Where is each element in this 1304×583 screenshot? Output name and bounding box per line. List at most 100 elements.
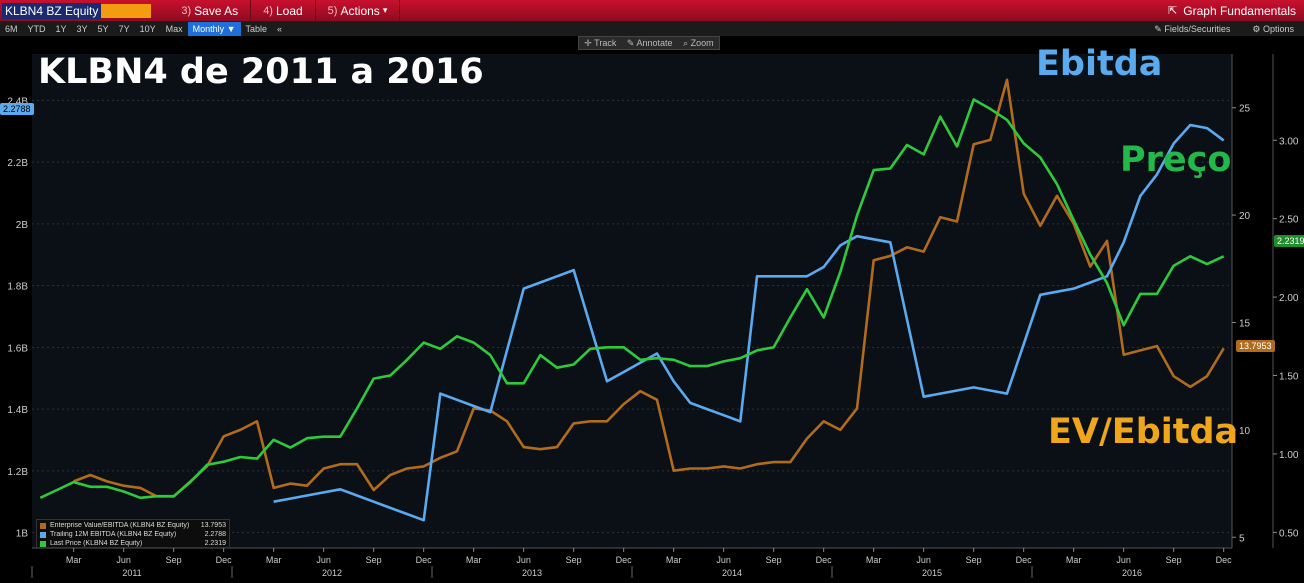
year-label: 2012 bbox=[322, 568, 342, 578]
right-axis-2-tick-label: 2.00 bbox=[1279, 293, 1299, 304]
right-axis-1-tick-label: 5 bbox=[1239, 533, 1245, 544]
legend-swatch bbox=[40, 522, 46, 529]
x-tick-label: Dec bbox=[416, 555, 433, 565]
x-tick-label: Jun bbox=[716, 555, 731, 565]
x-tick-label: Sep bbox=[166, 555, 182, 565]
x-tick-label: Mar bbox=[66, 555, 82, 565]
chart-tool-bar: ✛ Track ✎ Annotate ⌕ Zoom bbox=[578, 36, 720, 50]
price-annotation: Preço bbox=[1120, 140, 1232, 180]
line-chart: 1B 1.2B 1.4B 1.6B 1.8B 2B 2.2B 2.4B 5 10 15 20 25 0.5… bbox=[0, 36, 1304, 583]
left-tick-label: 1.2B bbox=[7, 467, 28, 478]
save-as-number: 3) bbox=[181, 4, 192, 17]
gear-icon: ⚙ bbox=[1252, 23, 1261, 34]
series-line bbox=[73, 78, 1225, 498]
left-tick-label: 1.8B bbox=[7, 282, 28, 293]
x-tick-label: Mar bbox=[1066, 555, 1082, 565]
x-tick-label: Sep bbox=[966, 555, 982, 565]
annotate-label: Annotate bbox=[636, 37, 673, 48]
price-last-badge: 2.2319 bbox=[1274, 235, 1304, 247]
legend-value: 13.7953 bbox=[200, 522, 226, 529]
range-item[interactable]: 10Y bbox=[139, 24, 156, 34]
range-item[interactable]: 5Y bbox=[97, 24, 109, 34]
legend-entry: Enterprise Value/EBITDA (KLBN4 BZ Equity… bbox=[40, 521, 226, 530]
range-item[interactable]: Max bbox=[165, 24, 183, 34]
x-tick-label: Dec bbox=[1216, 555, 1233, 565]
chevron-down-icon: ▾ bbox=[382, 5, 388, 15]
ev-last-badge: 13.7953 bbox=[1236, 340, 1275, 352]
load-number: 4) bbox=[263, 4, 273, 17]
edit-icon: ✎ bbox=[1154, 23, 1162, 34]
right-axis-1-tick-label: 10 bbox=[1239, 426, 1251, 437]
load-button[interactable]: 4) Load bbox=[251, 0, 316, 22]
x-tick-label: Dec bbox=[816, 555, 833, 565]
chart-title: KLBN4 de 2011 a 2016 bbox=[38, 52, 484, 92]
graph-fundamentals-label: Graph Fundamentals bbox=[1183, 3, 1296, 18]
actions-button[interactable]: 5) Actions ▾ bbox=[316, 0, 401, 22]
zoom-label: Zoom bbox=[690, 37, 714, 48]
x-tick-label: Sep bbox=[1166, 555, 1182, 565]
command-bar: KLBN4 BZ Equity 3) Save As 4) Load 5) Ac… bbox=[0, 0, 1304, 22]
graph-fundamentals-link[interactable]: ⇱ Graph Fundamentals bbox=[1168, 4, 1304, 18]
x-tick-label: Dec bbox=[1016, 555, 1033, 565]
x-tick-label: Sep bbox=[566, 555, 582, 565]
legend-entry: Trailing 12M EBITDA (KLBN4 BZ Equity) 2.2… bbox=[40, 530, 226, 539]
legend-value: 2.2788 bbox=[204, 531, 226, 538]
crosshair-icon: ✛ bbox=[584, 37, 592, 48]
range-item[interactable]: 6M bbox=[5, 24, 18, 34]
legend-label: Trailing 12M EBITDA (KLBN4 BZ Equity) bbox=[50, 531, 177, 538]
right-axis-2-tick-label: 3.00 bbox=[1279, 136, 1299, 147]
range-selector: 6M YTD 1Y 3Y 5Y 7Y 10Y Max Monthly ▼ Table « bbox=[0, 22, 287, 36]
year-label: 2014 bbox=[722, 568, 742, 578]
external-link-icon: ⇱ bbox=[1168, 5, 1178, 17]
x-tick-label: Sep bbox=[366, 555, 382, 565]
right-axis-1-tick-label: 20 bbox=[1239, 211, 1251, 222]
year-label: 2016 bbox=[1122, 568, 1142, 578]
legend-value: 2.2319 bbox=[204, 540, 226, 547]
x-tick-label: Mar bbox=[266, 555, 282, 565]
year-label: 2011 bbox=[122, 568, 141, 578]
left-tick-label: 2.4B bbox=[7, 96, 28, 107]
ticker-field[interactable]: KLBN4 BZ Equity bbox=[2, 2, 152, 19]
options-label: Options bbox=[1262, 23, 1294, 34]
load-label: Load bbox=[275, 3, 303, 18]
range-item[interactable]: Monthly ▼ bbox=[187, 22, 241, 36]
ebitda-annotation: Ebitda bbox=[1036, 44, 1163, 84]
range-item[interactable]: YTD bbox=[27, 24, 46, 34]
left-tick-label: 1B bbox=[16, 529, 29, 540]
right-axis-1-tick-label: 25 bbox=[1239, 104, 1251, 115]
fields-securities-button[interactable]: ✎ Fields/Securities bbox=[1154, 24, 1230, 35]
x-tick-label: Sep bbox=[766, 555, 782, 565]
range-item[interactable]: Table bbox=[245, 24, 268, 34]
year-label: 2013 bbox=[522, 568, 542, 578]
annotate-tool[interactable]: ✎ Annotate bbox=[627, 38, 673, 49]
ticker-text[interactable]: KLBN4 BZ Equity bbox=[2, 2, 102, 19]
x-tick-label: Jun bbox=[1116, 555, 1131, 565]
legend: Enterprise Value/EBITDA (KLBN4 BZ Equity… bbox=[36, 519, 230, 548]
x-tick-label: Jun bbox=[516, 555, 531, 565]
track-tool[interactable]: ✛ Track bbox=[584, 38, 616, 49]
year-label: 2015 bbox=[922, 568, 942, 578]
x-tick-label: Mar bbox=[466, 555, 482, 565]
x-tick-label: Dec bbox=[616, 555, 633, 565]
right-axis-2-tick-label: 1.00 bbox=[1279, 450, 1299, 461]
x-tick-label: Mar bbox=[866, 555, 882, 565]
right-axis-1-tick-label: 15 bbox=[1239, 318, 1251, 329]
actions-label: Actions bbox=[340, 3, 380, 18]
options-button[interactable]: ⚙ Options bbox=[1252, 24, 1294, 35]
x-tick-label: Jun bbox=[916, 555, 931, 565]
fields-securities-label: Fields/Securities bbox=[1164, 23, 1231, 34]
range-bar: 6M YTD 1Y 3Y 5Y 7Y 10Y Max Monthly ▼ Table « ✎ Fie… bbox=[0, 22, 1304, 36]
range-item[interactable]: 1Y bbox=[55, 24, 67, 34]
zoom-tool[interactable]: ⌕ Zoom bbox=[683, 38, 714, 49]
range-item[interactable]: 7Y bbox=[118, 24, 130, 34]
ticker-input-caret[interactable] bbox=[101, 3, 152, 18]
range-item[interactable]: « bbox=[277, 24, 283, 34]
right-axis-2-tick-label: 0.50 bbox=[1279, 528, 1299, 539]
magnifier-icon: ⌕ bbox=[683, 37, 689, 48]
save-as-label: Save As bbox=[194, 3, 239, 18]
save-as-button[interactable]: 3) Save As bbox=[169, 0, 252, 22]
range-item[interactable]: 3Y bbox=[76, 24, 88, 34]
series-line bbox=[39, 98, 1225, 500]
series-line bbox=[273, 123, 1225, 522]
right-axis-2-tick-label: 2.50 bbox=[1279, 215, 1299, 226]
